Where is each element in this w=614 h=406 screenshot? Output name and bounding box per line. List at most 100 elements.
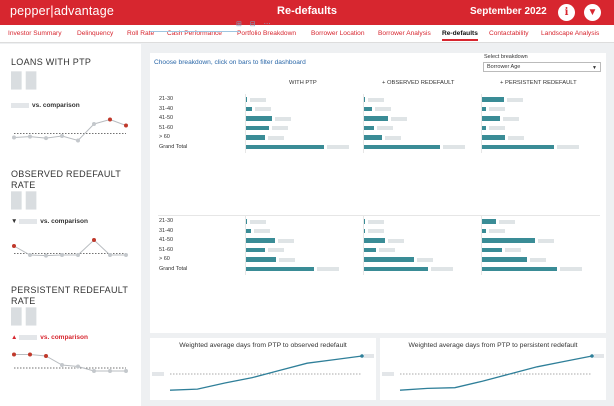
data-point[interactable]: [92, 122, 96, 126]
data-bar[interactable]: [363, 144, 441, 149]
bar-value-label: [277, 238, 294, 243]
data-point[interactable]: [44, 136, 48, 141]
series-line: [169, 355, 363, 391]
logo-right-text: advantage: [53, 4, 115, 18]
bar-value-label: [379, 248, 396, 252]
bar-value-label: [316, 267, 339, 271]
blurred-tooltip: [150, 22, 240, 32]
data-point[interactable]: [76, 364, 80, 369]
tab-delinquency[interactable]: Delinquency: [77, 30, 114, 37]
table-divider: [158, 215, 600, 216]
bar-value-label: [560, 267, 583, 271]
data-bar[interactable]: [481, 238, 535, 243]
tab-investor-summary[interactable]: Investor Summary: [8, 30, 62, 37]
data-bar[interactable]: [481, 228, 486, 233]
data-bar[interactable]: [481, 97, 505, 102]
kpi-persistent-title-line-2: RATE: [11, 296, 36, 306]
tab-portfolio-breakdown[interactable]: Portfolio Breakdown: [237, 30, 297, 37]
data-point[interactable]: [28, 134, 32, 139]
tab-cash-performance[interactable]: Cash Performance: [167, 30, 222, 37]
kpi-persistent-value: █ █: [11, 308, 37, 325]
data-bar[interactable]: [481, 219, 496, 224]
tab-contactability[interactable]: Contactability: [489, 30, 529, 37]
kpi-persistent-vs-label: vs. comparison: [40, 334, 88, 341]
data-point[interactable]: [108, 117, 112, 122]
data-point[interactable]: [12, 135, 16, 140]
tab-re-defaults[interactable]: Re-defaults: [442, 30, 478, 41]
data-point[interactable]: [44, 253, 48, 258]
top-bar: pepper|advantage Re-defaults September 2…: [0, 0, 614, 25]
bar-value-label: [390, 116, 407, 121]
logo-left-text: pepper: [10, 4, 51, 18]
data-bar[interactable]: [481, 257, 527, 262]
data-bar[interactable]: [481, 144, 555, 149]
data-bar[interactable]: [245, 238, 275, 243]
axis-label: [152, 372, 164, 376]
end-point[interactable]: [590, 354, 594, 358]
data-bar[interactable]: [481, 135, 506, 140]
data-point[interactable]: [124, 253, 128, 257]
data-point[interactable]: [28, 352, 32, 357]
data-bar[interactable]: [245, 106, 253, 111]
data-bar[interactable]: [363, 106, 373, 111]
tab-landscape-analysis[interactable]: Landscape Analysis: [541, 30, 600, 37]
bar-value-label: [503, 116, 520, 121]
info-icon[interactable]: i: [558, 4, 575, 21]
data-bar[interactable]: [363, 125, 374, 130]
data-point[interactable]: [124, 123, 128, 128]
data-bar[interactable]: [245, 97, 248, 102]
data-point[interactable]: [76, 138, 80, 143]
data-point[interactable]: [92, 238, 96, 242]
data-bar[interactable]: [245, 257, 276, 262]
page-title: Re-defaults: [277, 5, 337, 17]
data-bar[interactable]: [245, 116, 272, 121]
data-bar[interactable]: [481, 116, 501, 121]
data-bar[interactable]: [245, 266, 314, 271]
data-bar[interactable]: [245, 144, 324, 149]
data-bar[interactable]: [363, 116, 388, 121]
data-bar[interactable]: [245, 228, 251, 233]
data-bar[interactable]: [245, 135, 265, 140]
tab-borrower-location[interactable]: Borrower Location: [311, 30, 365, 37]
data-bar[interactable]: [363, 135, 383, 140]
data-bar[interactable]: [245, 125, 270, 130]
data-bar[interactable]: [363, 266, 428, 271]
data-point[interactable]: [92, 369, 96, 373]
data-bar[interactable]: [363, 238, 385, 243]
data-point[interactable]: [60, 134, 64, 138]
data-bar[interactable]: [245, 247, 265, 252]
data-bar[interactable]: [363, 247, 377, 252]
data-point[interactable]: [12, 244, 16, 248]
row-label: Grand Total: [159, 265, 188, 272]
data-point[interactable]: [60, 253, 64, 257]
breakdown-select-value: Borrower Age: [487, 64, 521, 70]
end-point[interactable]: [360, 354, 364, 358]
row-label: 31-40: [159, 105, 174, 112]
data-bar[interactable]: [481, 106, 486, 111]
data-point[interactable]: [76, 253, 80, 257]
data-point[interactable]: [28, 253, 32, 257]
data-bar[interactable]: [481, 247, 502, 252]
data-bar[interactable]: [481, 266, 558, 271]
kpi-loans-ptp-title: LOANS WITH PTP: [11, 57, 92, 67]
bar-value-label: [488, 126, 505, 130]
row-label: 41-50: [159, 115, 174, 121]
data-point[interactable]: [60, 363, 64, 367]
data-bar[interactable]: [363, 257, 415, 262]
data-point[interactable]: [108, 369, 112, 373]
kpi-persistent-vs-prefix: ▲: [11, 334, 18, 341]
data-point[interactable]: [44, 354, 48, 358]
data-point[interactable]: [12, 352, 16, 357]
tab-borrower-analysis[interactable]: Borrower Analysis: [378, 30, 431, 37]
tab-roll-rate[interactable]: Roll Rate: [127, 30, 155, 37]
row-label: > 60: [159, 134, 170, 140]
breakdown-instruction: Choose breakdown, click on bars to filte…: [154, 59, 306, 66]
data-point[interactable]: [108, 253, 112, 257]
breakdown-select[interactable]: Borrower Age ▼: [483, 62, 601, 72]
axis-line: [363, 216, 364, 275]
axis-line: [245, 94, 246, 153]
data-bar[interactable]: [481, 125, 486, 130]
data-bar[interactable]: [363, 228, 366, 233]
data-point[interactable]: [124, 369, 128, 373]
filter-icon[interactable]: ▼: [584, 4, 601, 21]
